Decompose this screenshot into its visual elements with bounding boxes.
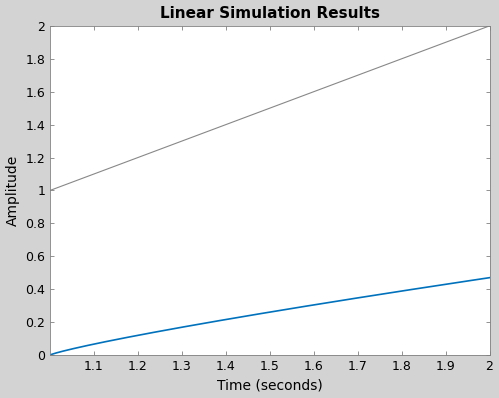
Y-axis label: Amplitude: Amplitude xyxy=(5,155,19,226)
Title: Linear Simulation Results: Linear Simulation Results xyxy=(160,6,380,21)
X-axis label: Time (seconds): Time (seconds) xyxy=(217,378,323,392)
